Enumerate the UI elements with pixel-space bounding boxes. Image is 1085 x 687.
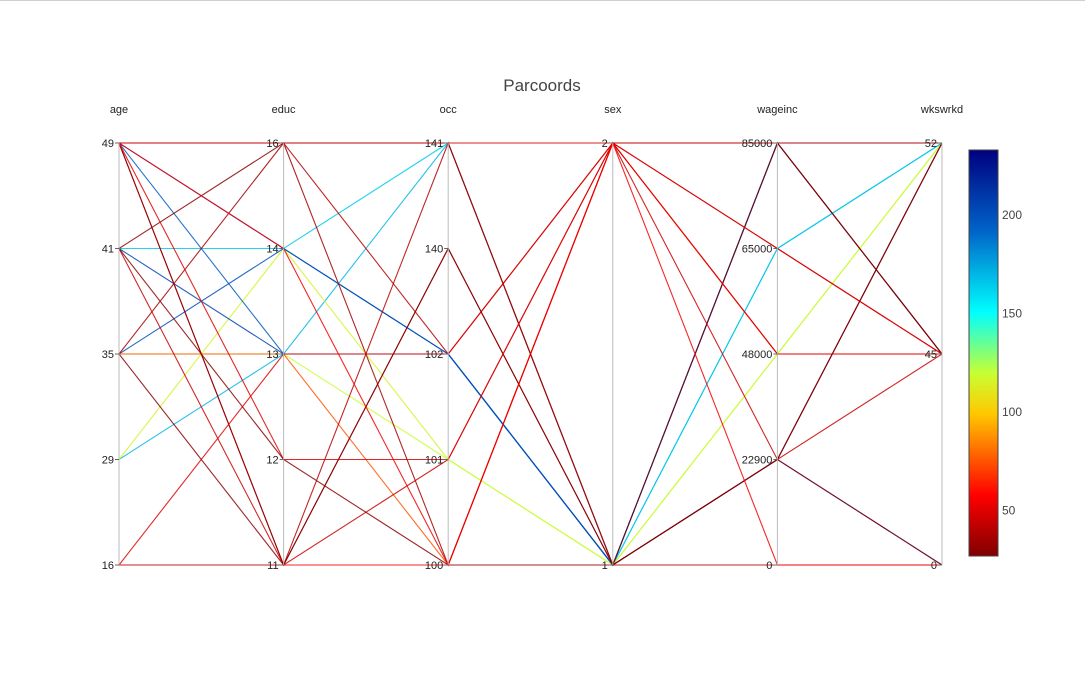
- tick-label: 1: [602, 560, 608, 572]
- data-line: [118, 141, 942, 461]
- window-top-border: [0, 0, 1085, 1]
- axis-label: wkswrkd: [920, 104, 963, 116]
- axis-wageinc[interactable]: wageinc 0 22900 48000 65000 85000: [742, 104, 798, 572]
- polylines: [118, 141, 943, 567]
- tick-label: 102: [425, 349, 443, 361]
- colorbar-tick-label: 50: [1002, 504, 1016, 518]
- colorbar-tick-label: 150: [1002, 307, 1022, 321]
- data-line: [118, 142, 943, 566]
- tick-label: 140: [425, 244, 443, 256]
- tick-label: 85000: [742, 138, 773, 150]
- tick-label: 14: [266, 244, 278, 256]
- tick-label: 16: [266, 138, 278, 150]
- tick-label: 101: [425, 455, 443, 467]
- tick-label: 41: [102, 244, 114, 256]
- axis-label: wageinc: [756, 104, 798, 116]
- axes: age1629354149educ1112131416occ1001011021…: [102, 104, 963, 572]
- axis-label: educ: [272, 104, 296, 116]
- tick-label: 65000: [742, 244, 773, 256]
- colorbar: 50 100 150 200: [968, 149, 1022, 557]
- data-line: [118, 247, 943, 567]
- axis-sex[interactable]: sex 1 2: [602, 104, 622, 572]
- colorbar-tick-label: 200: [1002, 208, 1022, 222]
- tick-label: 16: [102, 560, 114, 572]
- data-line: [118, 141, 942, 567]
- tick-label: 52: [925, 138, 937, 150]
- axis-age[interactable]: age 16 29 35 41 49: [102, 104, 128, 572]
- tick-label: 100: [425, 560, 443, 572]
- axis-educ[interactable]: educ 11 12 13 14 16: [266, 104, 296, 572]
- chart-title: Parcoords: [503, 76, 580, 95]
- tick-label: 12: [266, 455, 278, 467]
- axis-label: age: [110, 104, 128, 116]
- tick-label: 29: [102, 455, 114, 467]
- tick-label: 141: [425, 138, 443, 150]
- colorbar-gradient: [968, 149, 999, 557]
- tick-label: 0: [766, 560, 772, 572]
- tick-label: 13: [266, 349, 278, 361]
- tick-label: 35: [102, 349, 114, 361]
- axis-wkswrkd[interactable]: wkswrkd 0 45 52: [920, 104, 963, 572]
- tick-label: 2: [602, 138, 608, 150]
- tick-label: 0: [931, 560, 937, 572]
- tick-label: 45: [925, 349, 937, 361]
- axis-label: occ: [440, 104, 458, 116]
- colorbar-tick-label: 100: [1002, 405, 1022, 419]
- axis-label: sex: [604, 104, 622, 116]
- tick-label: 49: [102, 138, 114, 150]
- tick-label: 48000: [742, 349, 773, 361]
- axis-occ[interactable]: occ 100 101 102 140 141: [425, 104, 457, 572]
- tick-label: 22900: [742, 455, 773, 467]
- data-line: [118, 142, 943, 566]
- tick-label: 11: [267, 560, 278, 572]
